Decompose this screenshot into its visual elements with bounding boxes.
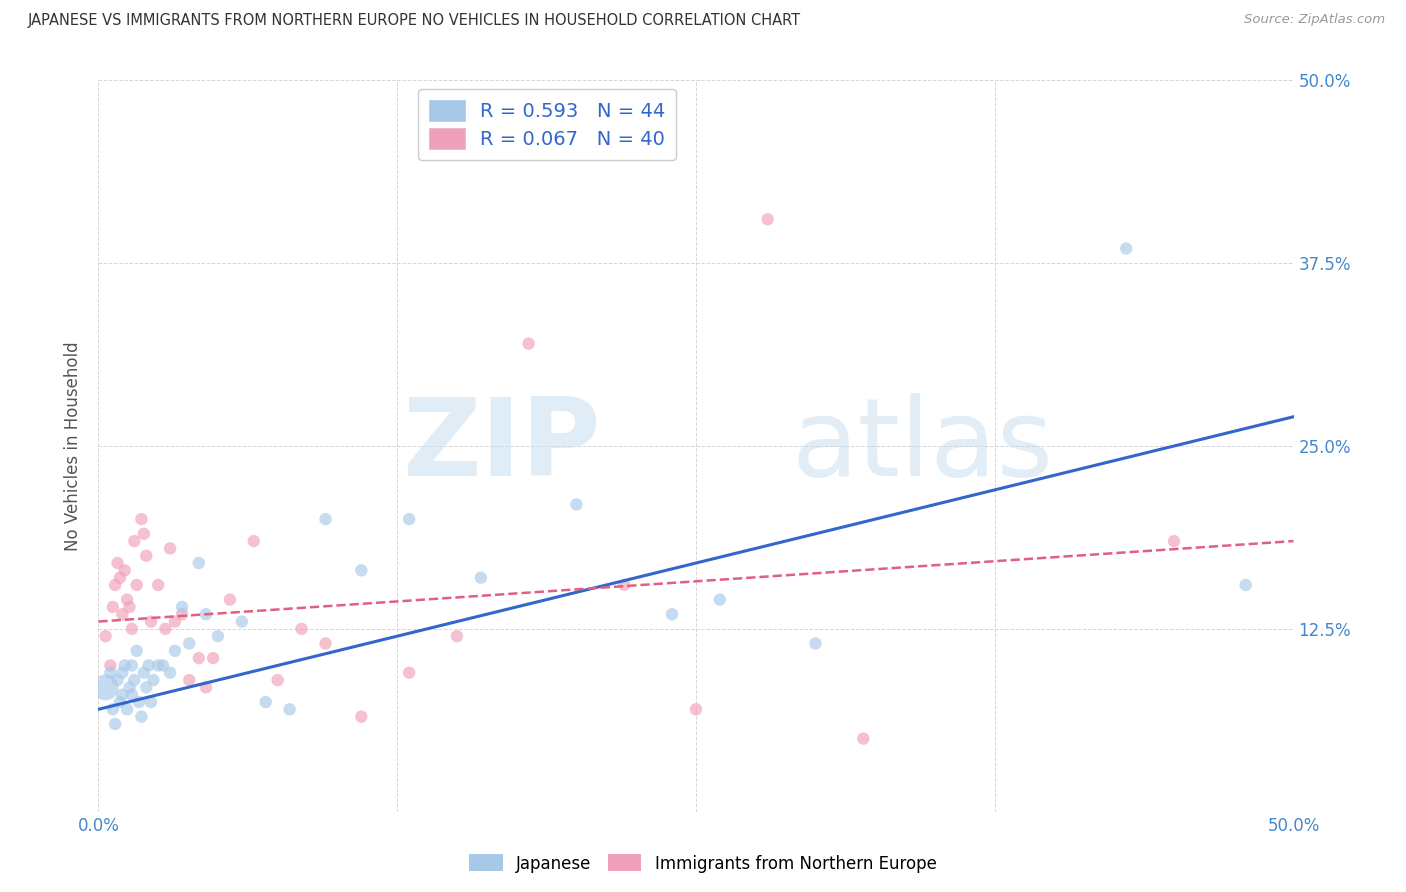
Y-axis label: No Vehicles in Household: No Vehicles in Household <box>65 341 83 551</box>
Point <box>163 644 186 658</box>
Point <box>111 665 134 680</box>
Point <box>194 681 218 695</box>
Point <box>118 599 141 614</box>
Point <box>118 681 141 695</box>
Point <box>661 607 683 622</box>
Point <box>187 556 209 570</box>
Point <box>1234 578 1257 592</box>
Text: atlas: atlas <box>792 393 1053 499</box>
Point <box>121 658 143 673</box>
Point <box>194 607 218 622</box>
Point <box>124 673 146 687</box>
Point <box>565 498 588 512</box>
Point <box>350 709 373 723</box>
Point <box>231 615 253 629</box>
Point <box>115 702 138 716</box>
Point <box>115 592 138 607</box>
Text: Source: ZipAtlas.com: Source: ZipAtlas.com <box>1244 13 1385 27</box>
Point <box>142 673 165 687</box>
Point <box>111 607 134 622</box>
Point <box>207 629 229 643</box>
Point <box>94 681 117 695</box>
Point <box>470 571 492 585</box>
Point <box>613 578 636 592</box>
Point <box>155 622 177 636</box>
Point <box>131 709 153 723</box>
Point <box>107 556 129 570</box>
Point <box>187 651 209 665</box>
Point <box>131 512 153 526</box>
Point <box>108 695 131 709</box>
Point <box>121 688 143 702</box>
Point <box>159 541 181 556</box>
Text: JAPANESE VS IMMIGRANTS FROM NORTHERN EUROPE NO VEHICLES IN HOUSEHOLD CORRELATION: JAPANESE VS IMMIGRANTS FROM NORTHERN EUR… <box>28 13 801 29</box>
Point <box>315 512 337 526</box>
Point <box>179 636 201 650</box>
Point <box>114 563 136 577</box>
Point <box>135 681 157 695</box>
Point <box>172 607 194 622</box>
Point <box>114 658 136 673</box>
Point <box>1115 242 1137 256</box>
Point <box>124 534 146 549</box>
Point <box>125 578 148 592</box>
Point <box>1163 534 1185 549</box>
Legend: R = 0.593   N = 44, R = 0.067   N = 40: R = 0.593 N = 44, R = 0.067 N = 40 <box>418 89 676 160</box>
Point <box>709 592 731 607</box>
Point <box>125 644 148 658</box>
Point <box>398 665 420 680</box>
Point <box>101 599 124 614</box>
Point <box>121 622 143 636</box>
Point <box>398 512 420 526</box>
Point <box>159 665 181 680</box>
Point <box>132 526 155 541</box>
Point <box>148 658 170 673</box>
Point <box>202 651 225 665</box>
Point <box>517 336 540 351</box>
Point <box>138 658 160 673</box>
Point <box>315 636 337 650</box>
Point <box>254 695 277 709</box>
Point <box>139 695 162 709</box>
Point <box>350 563 373 577</box>
Point <box>148 578 170 592</box>
Point <box>291 622 314 636</box>
Point <box>128 695 150 709</box>
Point <box>163 615 186 629</box>
Point <box>107 673 129 687</box>
Point <box>756 212 779 227</box>
Point <box>104 717 127 731</box>
Point <box>219 592 242 607</box>
Point <box>172 599 194 614</box>
Point <box>111 688 134 702</box>
Point <box>152 658 174 673</box>
Point <box>446 629 468 643</box>
Point <box>104 578 127 592</box>
Point <box>94 629 117 643</box>
Point <box>132 665 155 680</box>
Point <box>98 658 122 673</box>
Point <box>179 673 201 687</box>
Point <box>685 702 707 716</box>
Point <box>243 534 266 549</box>
Point <box>804 636 827 650</box>
Point <box>852 731 875 746</box>
Point <box>135 549 157 563</box>
Point <box>267 673 290 687</box>
Point <box>108 571 131 585</box>
Point <box>139 615 162 629</box>
Point <box>278 702 301 716</box>
Point <box>101 702 124 716</box>
Point <box>98 665 122 680</box>
Text: ZIP: ZIP <box>402 393 600 499</box>
Legend: Japanese, Immigrants from Northern Europe: Japanese, Immigrants from Northern Europ… <box>463 847 943 880</box>
